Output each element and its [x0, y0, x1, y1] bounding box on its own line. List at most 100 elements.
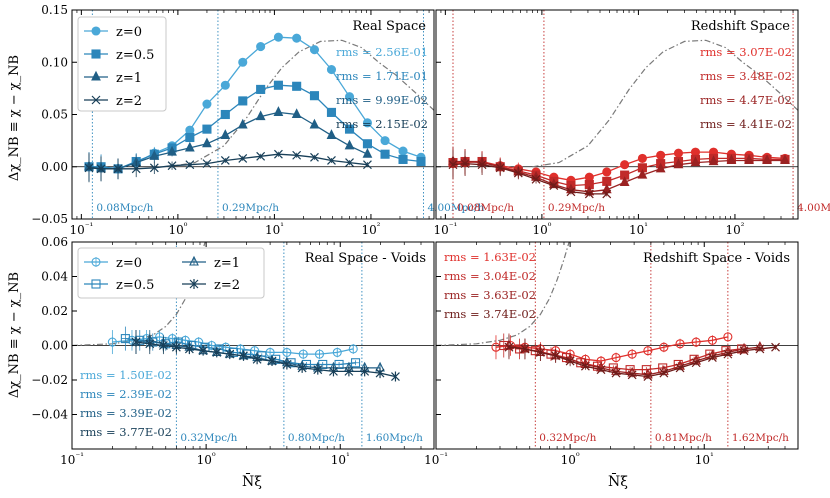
data-point	[755, 344, 765, 354]
data-point	[131, 337, 141, 348]
data-point	[726, 154, 737, 165]
data-point	[202, 124, 212, 134]
data-point	[212, 347, 222, 358]
data-point	[398, 146, 408, 156]
data-point	[780, 154, 790, 165]
data-point	[198, 345, 208, 356]
data-point	[398, 154, 408, 164]
data-point	[643, 372, 653, 381]
panel-plot-area	[436, 242, 798, 449]
legend-marker	[189, 279, 199, 289]
legend-label-1: z=0	[116, 25, 142, 40]
data-point	[220, 80, 230, 90]
rms-label-2: rms = 1.71E-01	[336, 69, 428, 83]
y-tick-label: 0.06	[41, 235, 68, 249]
ylabel-bottom: Δχ_NB ≡ χ − χ_NB	[7, 272, 22, 398]
rms-label-3: rms = 3.63E-02	[444, 288, 536, 302]
ylabel-top: Δχ_NB ≡ χ − χ_NB	[7, 55, 22, 181]
data-point	[362, 139, 372, 149]
data-point	[220, 156, 230, 165]
y-tick-label: −0.02	[31, 373, 68, 387]
y-tick-label: 0.05	[41, 108, 68, 122]
vline-label-3: 4.00Mpc/h	[797, 202, 830, 214]
panel-title: Real Space - Voids	[305, 251, 426, 266]
data-point	[282, 359, 292, 370]
data-point	[596, 365, 606, 375]
legend: z=0 z=0.5 z=1 z=2	[77, 16, 167, 112]
rms-label-1: rms = 3.07E-02	[700, 45, 792, 59]
data-point	[391, 371, 400, 382]
data-point	[495, 163, 505, 173]
x-tick-label: 10⁻¹	[60, 452, 84, 467]
data-point	[448, 160, 458, 170]
x-tick-label: 10¹	[331, 452, 350, 467]
vline-label-2: 0.29Mpc/h	[548, 202, 605, 214]
data-point	[297, 362, 307, 373]
data-point	[566, 187, 576, 197]
data-point	[220, 129, 231, 139]
data-point	[619, 176, 630, 186]
rms-label-3: rms = 4.47E-02	[700, 93, 792, 107]
data-point	[292, 81, 302, 91]
data-point	[565, 356, 575, 366]
x-tick-label: 10²	[361, 222, 380, 237]
x-tick-label: 10²	[725, 222, 744, 237]
data-point	[344, 139, 355, 150]
data-point	[602, 167, 612, 177]
legend-label-3: z=1	[214, 256, 240, 271]
series-z-0	[107, 329, 358, 360]
vline-label-3: 4.00Mpc/h	[427, 202, 484, 214]
data-point	[360, 366, 370, 377]
series-z-2	[131, 330, 400, 382]
data-point	[549, 181, 559, 190]
legend-box	[77, 247, 265, 299]
panel-plot-area	[436, 10, 798, 219]
panel-title: Real Space	[353, 19, 427, 34]
data-point	[185, 160, 195, 170]
data-point	[380, 149, 390, 159]
data-point	[291, 108, 302, 119]
data-point	[637, 153, 647, 163]
rms-label-2: rms = 2.39E-02	[80, 387, 172, 401]
data-point	[202, 99, 212, 109]
data-point	[620, 160, 630, 170]
legend-marker	[91, 70, 101, 81]
series-line	[508, 346, 776, 378]
data-point	[202, 159, 212, 169]
legend-label-3: z=1	[116, 71, 142, 86]
y-tick-label: 0.02	[41, 304, 68, 318]
series-line	[495, 336, 729, 362]
xlabel-left: N̄ξ̄	[242, 472, 262, 490]
vline-label-3: 1.62Mpc/h	[732, 432, 789, 444]
data-point	[256, 42, 266, 52]
data-point	[673, 158, 684, 169]
data-point	[739, 346, 749, 356]
vline-label-2: 0.29Mpc/h	[222, 202, 279, 214]
series-z-2	[504, 335, 780, 381]
vline-label-1: 0.08Mpc/h	[457, 202, 514, 214]
data-point	[292, 33, 302, 43]
data-point	[149, 163, 159, 173]
data-point	[238, 96, 248, 106]
x-tick-label: 10¹	[695, 452, 714, 467]
series-line	[452, 162, 607, 195]
panel-frame	[435, 9, 799, 220]
data-point	[627, 370, 637, 380]
data-point	[329, 366, 338, 377]
data-point	[292, 150, 302, 160]
rms-label-4: rms = 3.77E-02	[80, 425, 172, 439]
data-point	[96, 164, 106, 174]
data-point	[659, 368, 669, 378]
rms-label-4: rms = 4.41E-02	[700, 117, 792, 131]
vline-label-2: 0.81Mpc/h	[655, 432, 712, 444]
data-point	[238, 153, 248, 163]
legend-label-4: z=2	[214, 278, 240, 293]
data-point	[744, 154, 754, 165]
vline-label-1: 0.08Mpc/h	[96, 202, 153, 214]
panel-plot-area	[72, 242, 434, 449]
series-z-2	[84, 149, 372, 183]
data-point	[220, 109, 230, 120]
x-tick-label: 10¹	[265, 222, 284, 237]
reference-curve	[532, 39, 798, 168]
